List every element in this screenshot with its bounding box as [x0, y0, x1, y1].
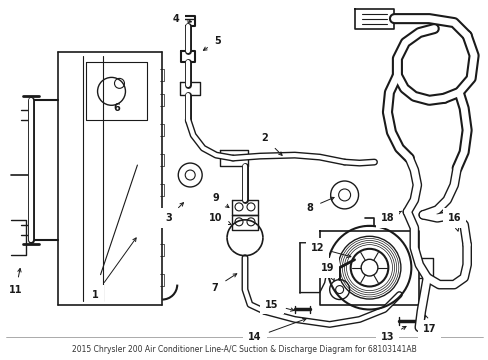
Text: 10: 10	[209, 213, 231, 225]
Text: 16: 16	[447, 213, 460, 231]
Text: 3: 3	[164, 203, 183, 223]
Text: 7: 7	[211, 274, 236, 293]
Text: 1: 1	[92, 238, 136, 300]
Text: 11: 11	[9, 269, 22, 294]
Text: 18: 18	[380, 211, 401, 223]
Text: 12: 12	[310, 243, 350, 257]
Text: 2015 Chrysler 200 Air Conditioner Line-A/C Suction & Discharge Diagram for 68103: 2015 Chrysler 200 Air Conditioner Line-A…	[72, 345, 416, 354]
Text: 19: 19	[320, 263, 334, 281]
Text: 15: 15	[264, 300, 293, 311]
Text: 8: 8	[305, 197, 333, 213]
Text: 5: 5	[203, 36, 221, 50]
Text: 9: 9	[212, 193, 228, 208]
Text: 17: 17	[422, 315, 435, 334]
Text: 14: 14	[248, 318, 305, 342]
Text: 13: 13	[380, 327, 405, 342]
Text: 6: 6	[113, 103, 120, 113]
Text: 2: 2	[261, 133, 282, 156]
Text: 4: 4	[173, 14, 191, 24]
